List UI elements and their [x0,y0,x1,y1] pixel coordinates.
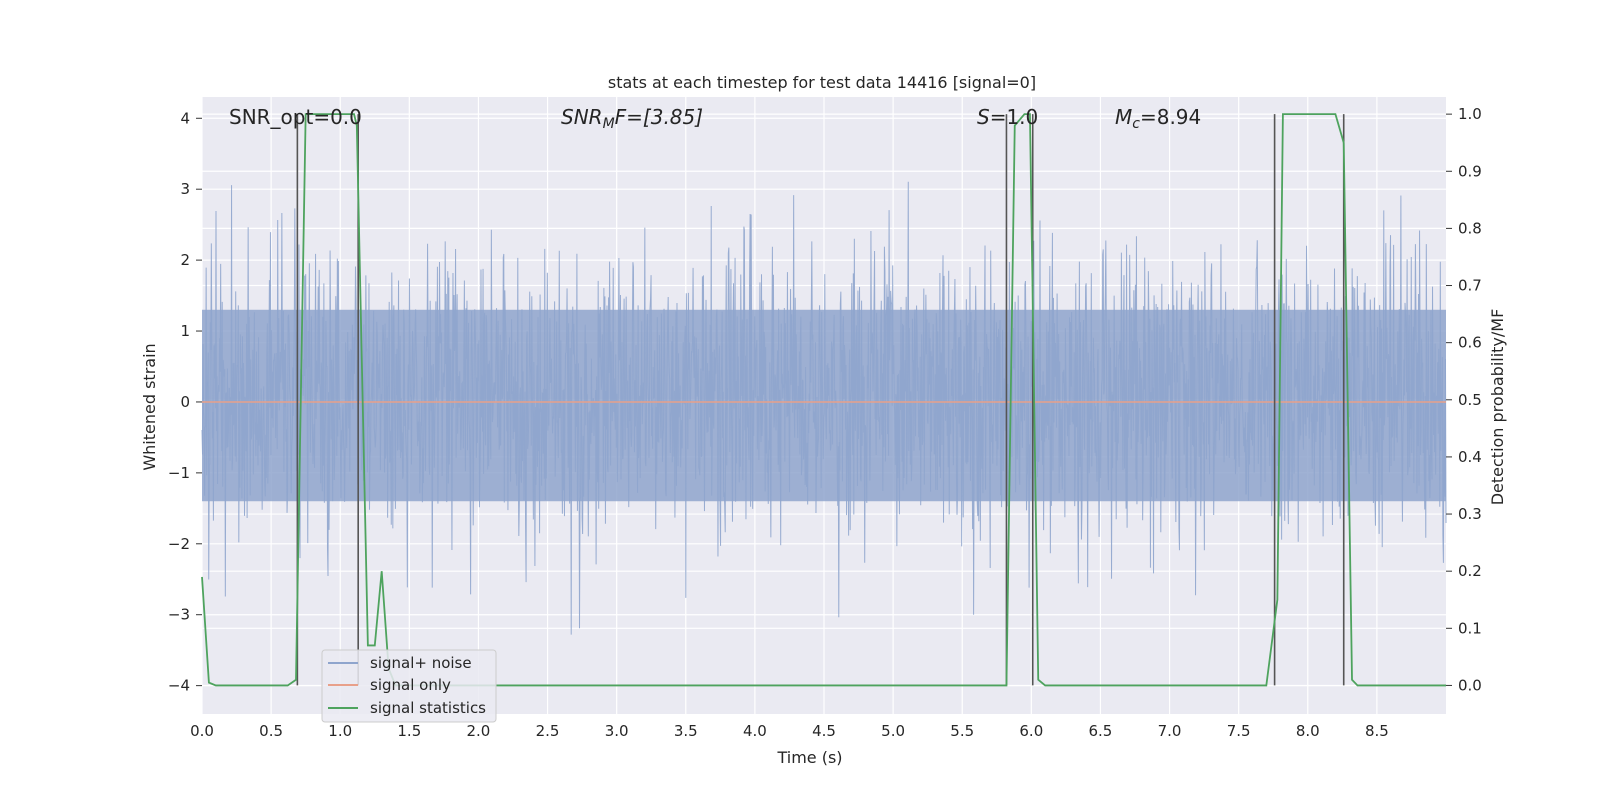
x-tick-label: 4.5 [812,722,836,740]
y-tick-label-left: 0 [180,393,190,411]
y-tick-label-right: 0.7 [1458,277,1482,295]
legend-label-signal: signal only [370,676,451,694]
legend-label-statistics: signal statistics [370,699,486,717]
y-axis-label-right: Detection probability/MF [1488,309,1507,506]
y-tick-label-right: 1.0 [1458,105,1482,123]
legend: signal+ noise signal only signal statist… [321,649,497,723]
legend-box [321,649,497,723]
y-tick-label-right: 0.2 [1458,562,1482,580]
x-tick-label: 0.5 [259,722,283,740]
y-tick-label-right: 0.1 [1458,619,1482,637]
y-tick-label-left: 2 [180,251,190,269]
annotation-mc-rest: =8.94 [1140,105,1201,129]
y-tick-label-left: 3 [180,180,190,198]
x-tick-label: 0.0 [190,722,214,740]
x-tick-label: 3.0 [605,722,629,740]
annotation-snr-opt: SNR_opt=0.0 [229,105,362,129]
annotation-s-main: S [977,105,990,129]
x-tick-label: 7.5 [1227,722,1251,740]
x-tick-label: 5.5 [950,722,974,740]
annotation-snr-mf-rest: F=[3.85] [615,105,703,129]
y-tick-label-left: −4 [168,677,190,695]
series-signal-plus-noise [201,181,1447,635]
y-tick-label-left: −2 [168,535,190,553]
y-axis-label-left: Whitened strain [140,343,159,470]
y-tick-label-right: 0.6 [1458,334,1482,352]
x-tick-label: 1.5 [397,722,421,740]
x-tick-label: 5.0 [881,722,905,740]
annotation-mc-sub: c [1132,116,1140,132]
y-tick-label-left: 1 [180,322,190,340]
y-tick-label-left: −3 [168,606,190,624]
chart-title: stats at each timestep for test data 144… [608,73,1036,92]
x-tick-label: 7.0 [1158,722,1182,740]
x-tick-label: 1.0 [328,722,352,740]
annotation-s-rest: =1.0 [990,105,1039,129]
annotation-snr-mf-sub: M [603,116,615,132]
x-tick-label: 4.0 [743,722,767,740]
legend-label-noise: signal+ noise [370,654,472,672]
x-tick-label: 6.5 [1089,722,1113,740]
y-tick-label-right: 0.9 [1458,162,1482,180]
y-tick-label-left: 4 [180,109,190,127]
annotation-s: S=1.0 [977,105,1038,129]
noise-line [201,181,1447,635]
x-tick-label: 8.5 [1365,722,1389,740]
y-tick-label-right: 0.5 [1458,391,1482,409]
y-tick-label-right: 0.3 [1458,505,1482,523]
annotation-snr-mf-main: SNR [561,105,603,129]
x-tick-label: 2.0 [467,722,491,740]
x-tick-label: 3.5 [674,722,698,740]
x-tick-label: 2.5 [536,722,560,740]
annotation-mc: Mc=8.94 [1115,105,1201,132]
x-tick-label: 8.0 [1296,722,1320,740]
y-tick-label-right: 0.8 [1458,219,1482,237]
x-axis-label: Time (s) [776,748,842,767]
x-tick-label: 6.0 [1019,722,1043,740]
y-tick-label-right: 0.0 [1458,676,1482,694]
y-tick-label-left: −1 [168,464,190,482]
annotation-snr-mf: SNRMF=[3.85] [561,105,703,132]
axis-ticks: 0.0 0.5 1.0 1.5 2.0 2.5 3.0 3.5 4.0 4.5 5.0 5.5 6.0 6… [168,105,1482,740]
y-tick-label-right: 0.4 [1458,448,1482,466]
annotation-mc-main: M [1115,105,1132,129]
